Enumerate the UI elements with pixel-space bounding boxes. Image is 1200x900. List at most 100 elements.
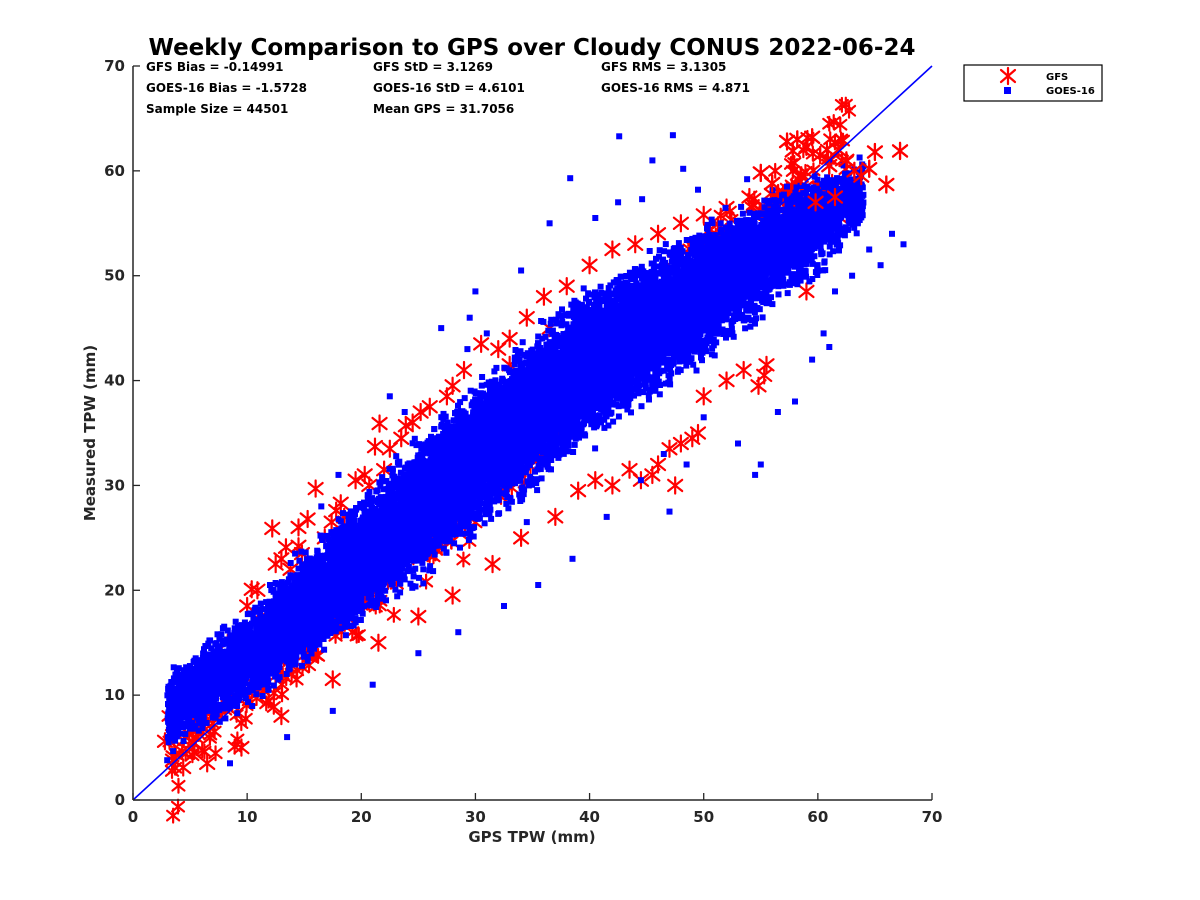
gfs-point [826,114,841,131]
gfs-point [421,397,438,416]
goes16-point [177,679,184,686]
gfs-point [289,671,304,688]
gfs-point [456,551,471,568]
gfs-point [208,745,223,762]
goes16-point [216,718,223,725]
gfs-point [171,777,186,794]
goes16-point [253,691,260,698]
goes16-point [338,625,345,632]
gfs-point [307,479,324,498]
gfs-point [627,235,644,254]
gfs-point [718,371,735,390]
goes16-point [411,435,418,442]
goes16-point [182,731,189,738]
gfs-point [195,742,210,759]
goes16-point [851,224,858,231]
gfs-point [581,256,598,275]
gfs-point [667,476,684,495]
goes16-point [845,170,852,177]
gfs-point [621,460,638,479]
goes16-point [199,725,206,731]
gfs-point [750,376,767,395]
gfs-point [695,387,712,406]
gfs-point [273,706,290,726]
gfs-point [264,519,281,538]
gfs-point [695,205,712,225]
gfs-point [170,798,186,815]
goes16-point [490,379,497,386]
goes16-point [259,693,266,699]
goes16-point [853,230,860,237]
gfs-point [199,754,216,773]
gfs-point [604,476,621,495]
gfs-point [238,710,253,727]
goes16-point [483,504,489,511]
gfs-point [735,360,752,380]
gfs-point [558,277,575,296]
goes16-point [501,364,508,371]
gfs-point [299,509,316,529]
gfs-point [501,329,518,348]
goes16-point [651,359,657,365]
gfs-point [768,162,783,179]
goes16-point [340,510,346,517]
goes16-point [734,231,741,238]
gfs-point [233,738,250,757]
goes16-point [660,367,667,374]
gfs-point [758,355,775,374]
goes16-point [603,413,610,420]
goes16-point [702,233,709,240]
goes16-point [790,280,797,287]
goes16-point [416,574,422,581]
gfs-point [834,131,849,148]
goes16-point [426,567,433,574]
goes16-point [797,277,804,284]
goes16-point [591,294,598,301]
gfs-point [512,528,530,548]
gfs-point [249,581,266,600]
goes16-point [201,646,207,653]
gfs-point [672,214,689,233]
goes16-point [450,417,457,424]
gfs-point [547,507,564,527]
goes16-point [320,636,327,642]
plot-area [132,65,933,824]
gfs-point [366,437,384,456]
gfs-point [185,747,200,764]
gfs-point [404,413,421,432]
goes16-point [468,514,475,521]
goes16-point [533,480,540,487]
goes16-point [588,421,595,428]
gfs-point [324,670,341,689]
gfs-point [371,414,388,433]
gfs-point [535,287,553,306]
goes16-point [856,169,863,176]
goes16-point [564,448,571,455]
gfs-point [798,282,815,301]
goes16-point [763,290,770,297]
gfs-point [490,339,507,359]
goes16-point [542,333,549,340]
gfs-point [672,434,689,453]
goes16-point [656,391,663,398]
gfs-point [644,465,661,485]
goes16-point [646,248,653,254]
goes16-point [747,323,754,330]
goes16-point [431,551,438,558]
gfs-point [484,554,501,574]
gfs-point [277,538,295,557]
gfs-point [351,627,366,644]
goes16-point [675,240,682,247]
goes16-point [397,589,404,596]
goes16-point [234,710,241,717]
goes16-point [803,273,809,280]
series-layer [156,96,909,824]
goes16-point [519,339,526,346]
gfs-point [381,439,398,458]
gfs-point [833,116,848,133]
gfs-point [741,187,758,207]
goes16-point [613,395,620,402]
goes16-point [296,557,303,564]
gfs-point [347,471,364,490]
gfs-point [787,154,802,171]
